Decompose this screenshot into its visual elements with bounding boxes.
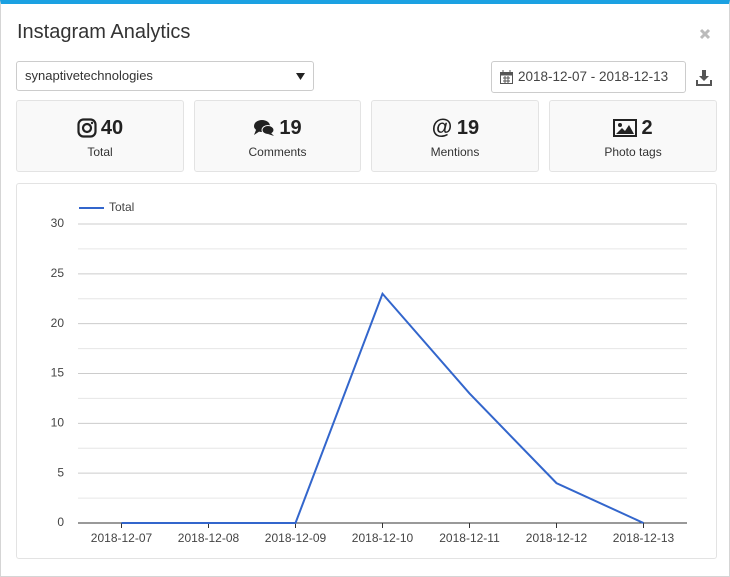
stat-card: 19 Comments [194, 100, 361, 172]
x-tick-label: 2018-12-10 [352, 531, 414, 545]
photo-icon [613, 119, 638, 137]
legend-label: Total [109, 200, 134, 214]
account-select-value: synaptivetechnologies [25, 68, 153, 83]
y-tick-label: 15 [51, 366, 65, 380]
y-tick-label: 20 [51, 316, 65, 330]
stat-value: 2 [641, 116, 653, 139]
y-tick-label: 25 [51, 266, 65, 280]
instagram-icon [77, 118, 97, 138]
mention-icon: @ [432, 117, 452, 139]
chart-panel [16, 183, 717, 559]
download-button[interactable] [696, 70, 712, 86]
calendar-icon [500, 70, 513, 84]
stat-card: 2 Photo tags [549, 100, 717, 172]
stat-value: 19 [456, 116, 480, 139]
x-tick-label: 2018-12-08 [178, 531, 240, 545]
series-line [121, 291, 644, 524]
x-tick-label: 2018-12-12 [526, 531, 588, 545]
stat-label: Comments [248, 145, 307, 159]
stat-label: Mentions [430, 145, 480, 159]
y-tick-label: 30 [51, 216, 65, 230]
x-tick-label: 2018-12-09 [265, 531, 327, 545]
window-title: Instagram Analytics [17, 21, 191, 43]
y-tick-label: 0 [57, 515, 64, 529]
stat-card: 40 Total [16, 100, 184, 172]
close-button[interactable] [699, 28, 711, 40]
svg-text:@: @ [432, 117, 452, 139]
account-select[interactable]: synaptivetechnologies [16, 61, 314, 91]
stat-card: @19 Mentions [371, 100, 539, 172]
stat-value: 40 [100, 116, 124, 139]
date-range-picker[interactable]: 2018-12-07 - 2018-12-13 [491, 61, 686, 93]
x-tick-label: 2018-12-11 [439, 531, 500, 545]
comments-icon [254, 120, 275, 136]
date-range-value: 2018-12-07 - 2018-12-13 [518, 69, 669, 84]
x-tick-label: 2018-12-07 [91, 531, 153, 545]
stat-label: Photo tags [604, 145, 662, 159]
stat-value: 19 [279, 116, 302, 139]
y-tick-label: 5 [57, 465, 64, 479]
stat-label: Total [87, 145, 113, 159]
y-tick-label: 10 [51, 416, 65, 430]
x-tick-label: 2018-12-13 [613, 531, 675, 545]
chart: 0 5 10 15 20 25 30 2018-12-07 2018-12-08 2018-12-… [51, 200, 687, 545]
select-caret [296, 73, 305, 80]
